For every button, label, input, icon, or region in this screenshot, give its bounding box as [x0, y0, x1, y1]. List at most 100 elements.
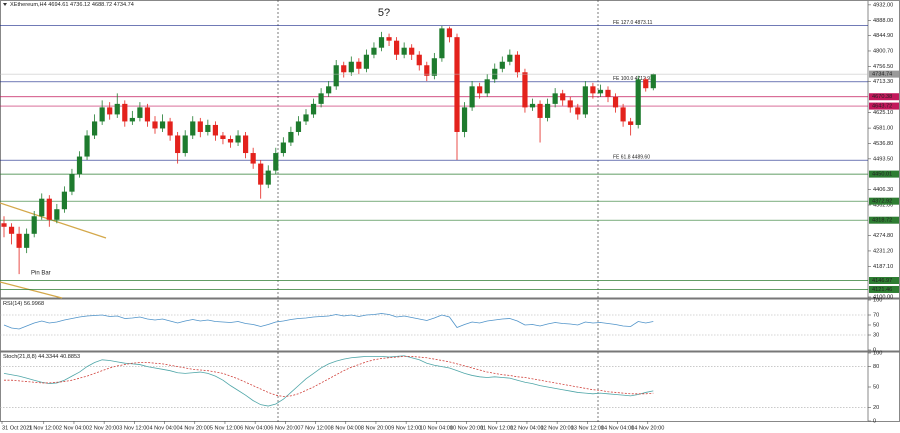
x-tick-label: 2 Nov 04:00 [59, 425, 89, 431]
candle-body [545, 103, 551, 118]
indicator-line [3, 313, 654, 330]
candle-body [122, 103, 128, 122]
candle-body [152, 121, 158, 129]
candle-body [477, 86, 483, 94]
x-tick-label: 8 Nov 20:00 [361, 425, 391, 431]
fib-label: FE 100.0 4712.91 [613, 76, 653, 82]
candle-body [499, 61, 505, 69]
candle-body [529, 103, 536, 108]
x-tick-label: 4 Nov 20:00 [180, 425, 210, 431]
y-tick-label: 4713.30 [873, 79, 893, 85]
x-tick-label: 12 Nov 20:00 [541, 425, 574, 431]
candle-body [265, 170, 271, 185]
candle-body [212, 124, 218, 136]
candle-body [280, 142, 286, 154]
y-tick-label: 50 [873, 384, 879, 390]
y-tick-label: 4625.10 [873, 110, 893, 116]
candle-body [250, 153, 256, 164]
candle-body [582, 86, 588, 115]
candle-body [31, 216, 37, 234]
price-level-label: 4643.72 [872, 104, 892, 110]
y-tick-label: 0 [873, 418, 876, 424]
y-tick-label: 4800.70 [873, 48, 893, 54]
header-value: 4688.72 [92, 2, 112, 8]
candle-body [560, 93, 566, 101]
candle-body [356, 61, 362, 69]
price-level-label: 4146.97 [872, 278, 892, 284]
candle-body [484, 79, 490, 94]
price-level-tag [869, 197, 899, 205]
y-tick-label: 4100.00 [873, 294, 893, 300]
candle-body [326, 86, 332, 94]
x-tick-label: 7 Nov 12:00 [300, 425, 330, 431]
candle-body [597, 89, 604, 94]
candle-body [137, 107, 143, 118]
price-level-tag [869, 102, 899, 110]
price-level-label: 4372.92 [872, 199, 892, 205]
candle-body [295, 121, 302, 132]
indicator-line [4, 356, 654, 397]
candle-body [39, 198, 45, 217]
x-tick-label: 12 Nov 04:00 [510, 425, 543, 431]
chart-frame [0, 0, 900, 422]
candle-body [612, 96, 619, 108]
candle-body [227, 138, 234, 143]
price-level-label: 4450.01 [872, 172, 892, 178]
y-tick-label: 4231.20 [873, 248, 893, 254]
candle-body [159, 121, 166, 129]
trend-line [0, 281, 63, 299]
indicator-value: 40.8853 [60, 354, 80, 360]
x-tick-label: 1 Nov 12:00 [29, 425, 59, 431]
candle-body [205, 124, 211, 132]
candle-body [605, 89, 611, 97]
pin-bar-annotation: Pin Bar [31, 271, 51, 277]
candle-body [258, 163, 264, 185]
candle-body [175, 135, 181, 154]
y-tick-label: 70 [873, 312, 879, 318]
candle-body [107, 107, 113, 115]
y-tick-label: 4274.80 [873, 233, 893, 239]
indicator-line [3, 355, 654, 407]
x-tick-label: 5 Nov 12:00 [210, 425, 240, 431]
candle-body [61, 191, 67, 210]
y-tick-label: 4493.50 [873, 156, 893, 162]
current-price-label: 4734.74 [872, 72, 892, 78]
y-tick-label: 4406.30 [873, 187, 893, 193]
candle-body [129, 117, 135, 122]
header-value: 4734.74 [114, 2, 134, 8]
x-tick-label: 2 Nov 20:00 [89, 425, 119, 431]
indicator-name: RSI(14) [3, 301, 22, 307]
candle-body [24, 233, 30, 248]
candle-body [197, 121, 203, 132]
candle-body [409, 47, 415, 55]
candle-body [167, 121, 173, 136]
header-value: 4694.61 [48, 2, 68, 8]
candle-body [507, 54, 513, 62]
indicator-name: Stoch(21,8,8) [3, 354, 37, 360]
candle-body [371, 47, 377, 55]
candle-body [190, 121, 196, 136]
candle-body [439, 28, 445, 59]
y-tick-label: 4756.50 [873, 64, 893, 70]
price-level-tag [869, 285, 899, 293]
x-tick-label: 6 Nov 20:00 [270, 425, 300, 431]
candle-body [522, 72, 528, 108]
candle-body [243, 135, 249, 154]
y-tick-label: 100 [873, 350, 882, 356]
y-tick-label: 4362.00 [873, 202, 893, 208]
candle-body [114, 103, 120, 115]
header-value: XEthereum,H4 [10, 2, 47, 8]
candle-body [273, 153, 279, 171]
candle-body [92, 121, 98, 136]
y-tick-label: 100 [873, 297, 882, 303]
y-tick-label: 4844.90 [873, 33, 893, 39]
candle-body [288, 131, 294, 143]
candle-body [454, 37, 460, 132]
current-price-tag [869, 70, 899, 78]
header-value: 4736.12 [70, 2, 90, 8]
candle-body [310, 103, 317, 115]
candle-body [99, 107, 105, 122]
candle-body [416, 54, 422, 66]
y-tick-label: 4932.00 [873, 2, 893, 8]
